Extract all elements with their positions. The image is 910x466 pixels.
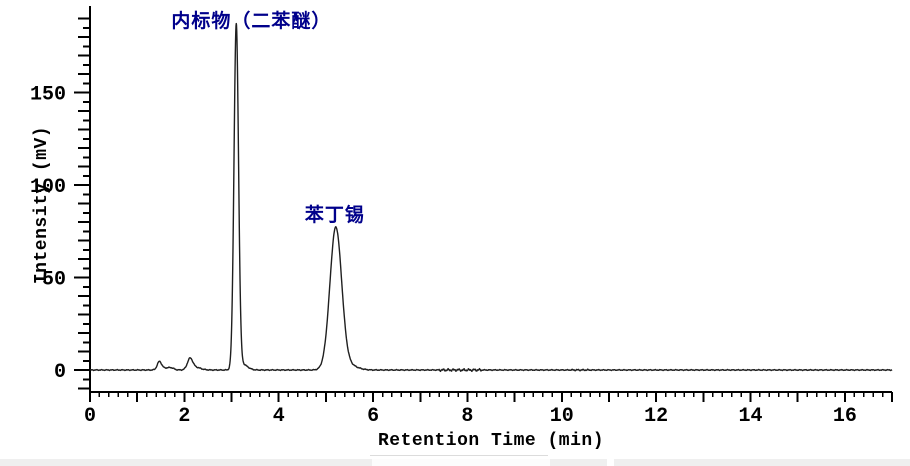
x-tick-label: 16 bbox=[833, 405, 857, 428]
y-tick-label: 100 bbox=[30, 176, 66, 199]
x-axis-title: Retention Time (min) bbox=[377, 431, 605, 451]
x-tick-label: 8 bbox=[461, 405, 473, 428]
chromatogram-trace bbox=[89, 22, 893, 373]
bottom-strip-light-segment bbox=[372, 459, 550, 466]
bottom-strip-gap bbox=[607, 459, 614, 466]
y-tick-label: 0 bbox=[54, 361, 66, 384]
peak-label-internal-standard: 内标物（二苯醚） bbox=[171, 10, 332, 32]
y-tick-label: 50 bbox=[42, 269, 66, 292]
peak-label-fenbutatin: 苯丁锡 bbox=[304, 204, 365, 226]
x-tick-label: 10 bbox=[550, 405, 574, 428]
x-tick-label: 4 bbox=[273, 405, 285, 428]
x-tick-label: 0 bbox=[84, 405, 96, 428]
x-tick-label: 12 bbox=[644, 405, 668, 428]
axis-title-underline bbox=[370, 455, 548, 456]
x-tick-label: 2 bbox=[178, 405, 190, 428]
bottom-window-edge bbox=[0, 459, 910, 466]
x-tick-label: 14 bbox=[739, 405, 763, 428]
y-tick-label: 150 bbox=[30, 84, 66, 107]
y-axis-title: Intensity (mV) bbox=[32, 125, 52, 285]
x-tick-label: 6 bbox=[367, 405, 379, 428]
